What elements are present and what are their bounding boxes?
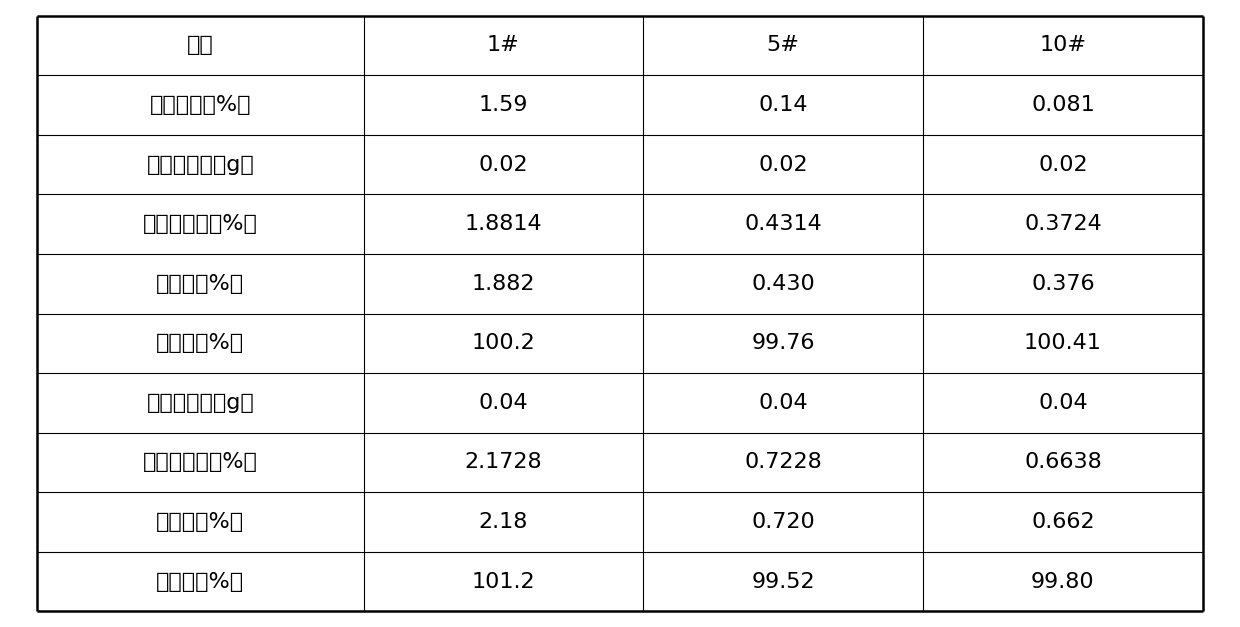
Bar bbox=[37, 433, 363, 492]
Bar bbox=[363, 373, 644, 433]
Bar bbox=[363, 314, 644, 373]
Bar bbox=[37, 254, 363, 314]
Text: 回收率（%）: 回收率（%） bbox=[156, 572, 244, 591]
Bar bbox=[923, 492, 1203, 552]
Text: 0.081: 0.081 bbox=[1030, 95, 1095, 115]
Text: 99.76: 99.76 bbox=[751, 334, 815, 353]
Text: 实测值（%）: 实测值（%） bbox=[156, 512, 244, 532]
Bar bbox=[644, 433, 923, 492]
Bar bbox=[923, 135, 1203, 194]
Bar bbox=[37, 16, 363, 75]
Text: 101.2: 101.2 bbox=[471, 572, 536, 591]
Text: 原测定值（%）: 原测定值（%） bbox=[150, 95, 252, 115]
Bar bbox=[923, 373, 1203, 433]
Bar bbox=[37, 373, 363, 433]
Text: 0.02: 0.02 bbox=[1038, 155, 1087, 174]
Bar bbox=[923, 75, 1203, 135]
Bar bbox=[37, 314, 363, 373]
Bar bbox=[644, 373, 923, 433]
Bar bbox=[37, 194, 363, 254]
Text: 1.882: 1.882 bbox=[471, 274, 536, 293]
Text: 0.02: 0.02 bbox=[479, 155, 528, 174]
Text: 10#: 10# bbox=[1039, 36, 1086, 55]
Text: 理论计算值（%）: 理论计算值（%） bbox=[143, 214, 258, 234]
Text: 0.7228: 0.7228 bbox=[744, 453, 822, 472]
Bar bbox=[644, 135, 923, 194]
Text: 0.6638: 0.6638 bbox=[1024, 453, 1102, 472]
Bar bbox=[37, 135, 363, 194]
Bar bbox=[923, 314, 1203, 373]
Bar bbox=[644, 492, 923, 552]
Text: 0.3724: 0.3724 bbox=[1024, 214, 1102, 234]
Text: 99.80: 99.80 bbox=[1032, 572, 1095, 591]
Text: 2.1728: 2.1728 bbox=[465, 453, 542, 472]
Text: 实测值（%）: 实测值（%） bbox=[156, 274, 244, 293]
Text: 0.04: 0.04 bbox=[759, 393, 808, 413]
Text: 标样加入量（g）: 标样加入量（g） bbox=[146, 155, 254, 174]
Text: 标样加入量（g）: 标样加入量（g） bbox=[146, 393, 254, 413]
Text: 100.41: 100.41 bbox=[1024, 334, 1102, 353]
Bar bbox=[363, 194, 644, 254]
Text: 回收率（%）: 回收率（%） bbox=[156, 334, 244, 353]
Bar bbox=[363, 433, 644, 492]
Bar bbox=[644, 75, 923, 135]
Text: 0.662: 0.662 bbox=[1032, 512, 1095, 532]
Bar bbox=[644, 314, 923, 373]
Text: 理论计算值（%）: 理论计算值（%） bbox=[143, 453, 258, 472]
Bar bbox=[923, 433, 1203, 492]
Bar bbox=[37, 492, 363, 552]
Bar bbox=[37, 552, 363, 611]
Bar bbox=[923, 254, 1203, 314]
Bar bbox=[363, 552, 644, 611]
Bar bbox=[644, 16, 923, 75]
Bar bbox=[37, 75, 363, 135]
Bar bbox=[363, 16, 644, 75]
Text: 2.18: 2.18 bbox=[479, 512, 528, 532]
Bar bbox=[923, 16, 1203, 75]
Text: 99.52: 99.52 bbox=[751, 572, 815, 591]
Text: 编号: 编号 bbox=[187, 36, 213, 55]
Text: 0.04: 0.04 bbox=[1038, 393, 1087, 413]
Text: 0.720: 0.720 bbox=[751, 512, 815, 532]
Bar bbox=[644, 254, 923, 314]
Text: 5#: 5# bbox=[766, 36, 800, 55]
Text: 100.2: 100.2 bbox=[471, 334, 536, 353]
Bar bbox=[923, 194, 1203, 254]
Bar bbox=[363, 254, 644, 314]
Text: 0.04: 0.04 bbox=[479, 393, 528, 413]
Bar bbox=[923, 552, 1203, 611]
Bar bbox=[644, 194, 923, 254]
Text: 0.376: 0.376 bbox=[1032, 274, 1095, 293]
Text: 0.4314: 0.4314 bbox=[744, 214, 822, 234]
Text: 1#: 1# bbox=[487, 36, 520, 55]
Text: 0.430: 0.430 bbox=[751, 274, 815, 293]
Text: 0.02: 0.02 bbox=[759, 155, 808, 174]
Bar bbox=[644, 552, 923, 611]
Bar bbox=[363, 75, 644, 135]
Bar bbox=[363, 492, 644, 552]
Text: 1.59: 1.59 bbox=[479, 95, 528, 115]
Text: 0.14: 0.14 bbox=[759, 95, 808, 115]
Text: 1.8814: 1.8814 bbox=[465, 214, 542, 234]
Bar bbox=[363, 135, 644, 194]
